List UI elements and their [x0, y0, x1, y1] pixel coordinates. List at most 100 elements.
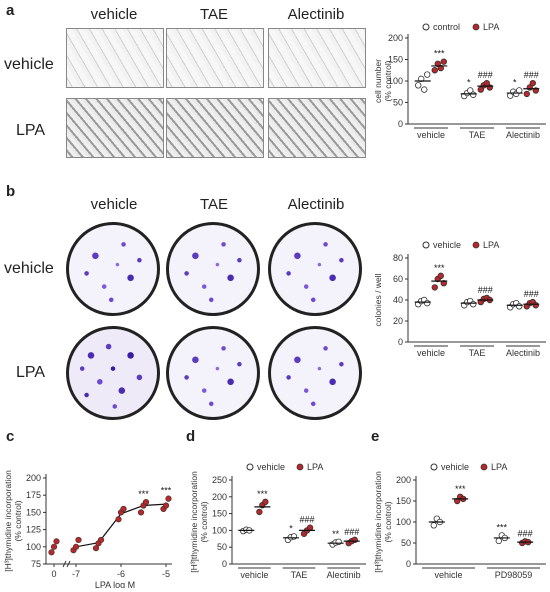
dish-vehicle-alectinib [268, 222, 362, 316]
d-significance: * [289, 523, 293, 533]
a-legend-label-1: LPA [483, 22, 499, 32]
c-point [92, 545, 100, 552]
d-legend-marker-0 [246, 463, 254, 471]
c-significance: *** [138, 489, 149, 499]
e-legend-marker-1 [480, 463, 488, 471]
d-significance: *** [257, 489, 268, 499]
e-ytick-label: 200 [396, 475, 411, 485]
e-category-label: vehicle [434, 570, 462, 580]
a-point [523, 90, 530, 98]
a-point [415, 82, 422, 89]
a-legend-marker-1 [472, 23, 480, 31]
d-point [256, 508, 263, 516]
a-category-label: TAE [469, 130, 486, 140]
b-point [470, 300, 477, 308]
c-point [120, 505, 127, 513]
d-ytick-label: 150 [212, 509, 227, 519]
c-xtick-label: 0 [51, 569, 56, 579]
d-significance: ### [300, 515, 315, 525]
c-axis-break [62, 560, 67, 568]
panel-b-col-vehicle: vehicle [90, 196, 138, 213]
c-point [165, 495, 172, 502]
a-ytick-label: 50 [393, 98, 403, 108]
e-significance: ### [518, 528, 533, 538]
dish-vehicle-tae [166, 222, 260, 316]
b-ytick-label: 80 [393, 253, 403, 263]
e-category-label: PD98059 [495, 570, 533, 580]
d-ylabel: (% control) [199, 501, 209, 542]
a-significance: *** [434, 49, 445, 59]
b-category-label: vehicle [417, 348, 445, 358]
b-legend-marker-0 [422, 241, 430, 249]
e-legend-label-1: LPA [491, 462, 507, 472]
micrograph-lpa-tae [166, 98, 264, 158]
b-ytick-label: 40 [393, 295, 403, 305]
dish-lpa-alectinib [268, 326, 362, 420]
d-legend-label-1: LPA [307, 462, 323, 472]
e-legend-label-0: vehicle [441, 462, 469, 472]
a-ytick-label: 100 [388, 76, 403, 86]
c-point [50, 543, 58, 550]
a-point [486, 84, 493, 91]
c-ytick-label: 75 [31, 559, 41, 569]
b-ylabel: colonies / well [373, 273, 383, 326]
panel-a-row-vehicle: vehicle [4, 56, 54, 73]
b-point [532, 302, 539, 309]
d-point [306, 524, 314, 531]
panel-e-letter: e [371, 428, 380, 445]
d-point [335, 538, 342, 546]
b-legend-marker-1 [472, 241, 480, 249]
b-category-label: TAE [469, 348, 486, 358]
c-point [72, 543, 80, 550]
chart-d: 0 50 100 150 200 250 [H³]thymidine incorporati… [189, 462, 366, 580]
a-category-label: vehicle [417, 130, 445, 140]
a-point [440, 58, 447, 65]
micrograph-vehicle-alectinib [268, 28, 366, 88]
e-point [453, 497, 461, 505]
dish-vehicle-vehicle [66, 222, 160, 316]
dish-lpa-tae [166, 326, 260, 420]
panel-a-letter: a [6, 2, 15, 19]
a-point [424, 71, 431, 78]
c-point [48, 549, 55, 556]
a-point [437, 64, 444, 72]
d-ytick-label: 200 [212, 492, 227, 502]
e-ylabel: (% control) [383, 501, 393, 542]
micrograph-lpa-alectinib [268, 98, 366, 158]
a-point [467, 87, 474, 94]
c-point [115, 516, 122, 523]
d-significance: ### [344, 527, 359, 537]
chart-e: 0 50 100 150 200 [H³]thymidine incorporation(… [373, 462, 546, 580]
chart-c: 75 100 125 150 175 200 [H³]thymidine incorpora… [3, 470, 172, 588]
e-ytick-label: 150 [396, 496, 411, 506]
panel-a-col-tae: TAE [199, 6, 229, 23]
c-point [162, 502, 170, 509]
b-significance: *** [434, 263, 445, 273]
panel-b-letter: b [6, 183, 16, 200]
panel-a-col-alectinib: Alectinib [287, 6, 345, 23]
a-significance: * [467, 77, 471, 87]
b-ytick-label: 20 [393, 316, 403, 326]
panel-a-row-lpa: LPA [16, 122, 46, 139]
d-legend-label-0: vehicle [257, 462, 285, 472]
b-point [440, 280, 447, 287]
d-ytick-label: 250 [212, 475, 227, 485]
a-point [418, 75, 425, 83]
a-significance: ### [478, 70, 493, 80]
c-point [97, 536, 105, 544]
e-significance: *** [455, 484, 466, 494]
a-ylabel: (% control) [383, 60, 393, 101]
a-ylabel: cell number [373, 59, 383, 103]
d-category-label: Alectinib [327, 570, 361, 580]
c-ytick-label: 125 [26, 525, 41, 535]
d-point [351, 536, 358, 544]
b-category-label: Alectinib [506, 348, 540, 358]
panel-b-row-lpa: LPA [16, 364, 46, 381]
c-xlabel: LPA log M [95, 580, 135, 588]
b-point [437, 272, 444, 280]
d-ylabel: [H³]thymidine incorporation [189, 471, 199, 573]
e-legend-marker-0 [430, 463, 438, 471]
a-legend-marker-0 [422, 23, 430, 31]
c-significance: *** [161, 486, 172, 496]
a-legend-label-0: control [433, 22, 460, 32]
